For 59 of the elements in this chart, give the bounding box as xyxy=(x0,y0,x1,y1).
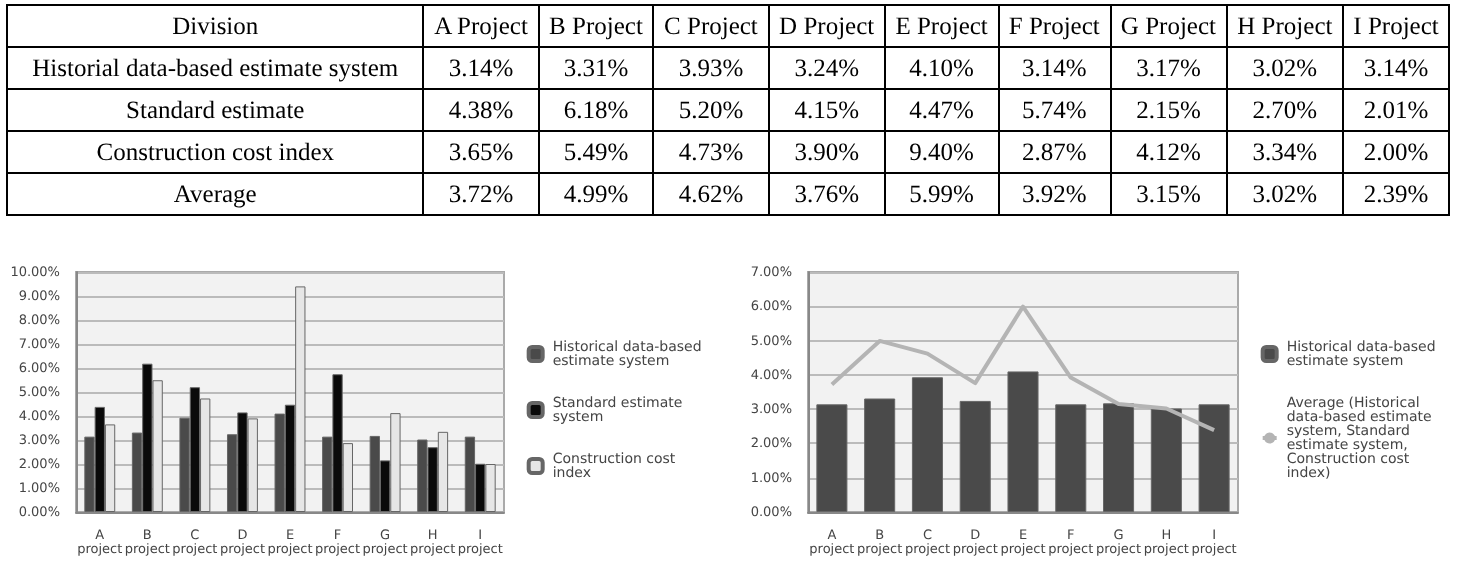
category-label: A Project xyxy=(423,5,539,47)
category-label: D Project xyxy=(768,5,885,47)
data-label: 4.38% xyxy=(423,89,539,131)
legend-label: Historial data-based estimate system xyxy=(7,47,424,89)
text: Division xyxy=(7,5,424,47)
bar xyxy=(1103,403,1135,512)
category-label: B Project xyxy=(538,5,654,47)
data-label: 3.92% xyxy=(998,173,1111,215)
data-label: 3.93% xyxy=(653,47,769,89)
data-label: 2.15% xyxy=(1110,89,1227,131)
data-label: 4.12% xyxy=(1110,131,1227,173)
data-label: 3.24% xyxy=(768,47,885,89)
data-label: 3.72% xyxy=(423,173,539,215)
data-label: 3.34% xyxy=(1226,131,1344,173)
data-label: 4.47% xyxy=(884,89,999,131)
category-label: E Project xyxy=(884,5,999,47)
category-label: F Project xyxy=(998,5,1111,47)
bar xyxy=(1150,408,1182,512)
data-label: 4.10% xyxy=(884,47,999,89)
data-label: 2.01% xyxy=(1343,89,1449,131)
data-label: 2.70% xyxy=(1226,89,1344,131)
data-label: 4.73% xyxy=(653,131,769,173)
bar xyxy=(1198,404,1230,512)
data-label: 3.02% xyxy=(1226,47,1344,89)
data-label: 3.76% xyxy=(768,173,885,215)
data-label: 3.17% xyxy=(1110,47,1227,89)
data-label: 4.62% xyxy=(653,173,769,215)
text: Average xyxy=(7,173,424,215)
category-label: G Project xyxy=(1110,5,1227,47)
data-label: 4.15% xyxy=(768,89,885,131)
text: Standard estimate xyxy=(7,89,424,131)
data-label: 3.14% xyxy=(998,47,1111,89)
data-label: 5.99% xyxy=(884,173,999,215)
text: Construction cost index xyxy=(7,131,424,173)
data-label: 2.39% xyxy=(1343,173,1449,215)
data-label: 2.00% xyxy=(1343,131,1449,173)
data-label: 3.90% xyxy=(768,131,885,173)
data-label: 3.14% xyxy=(423,47,539,89)
data-label: 4.99% xyxy=(538,173,654,215)
data-label: 6.18% xyxy=(538,89,654,131)
data-label: 5.20% xyxy=(653,89,769,131)
data-label: 3.02% xyxy=(1226,173,1344,215)
bar xyxy=(911,377,943,512)
data-label: 3.65% xyxy=(423,131,539,173)
category-label: I Project xyxy=(1343,5,1449,47)
data-label: 2.87% xyxy=(998,131,1111,173)
bar xyxy=(1055,404,1087,512)
bar xyxy=(816,404,848,512)
data-label: 9.40% xyxy=(884,131,999,173)
data-label: 3.31% xyxy=(538,47,654,89)
category-label: H Project xyxy=(1226,5,1344,47)
data-label: 5.49% xyxy=(538,131,654,173)
bar xyxy=(864,398,896,512)
bar xyxy=(1007,371,1039,512)
bar xyxy=(959,400,991,512)
category-label: C Project xyxy=(653,5,769,47)
data-label: 3.15% xyxy=(1110,173,1227,215)
data-label: 5.74% xyxy=(998,89,1111,131)
data-label: 3.14% xyxy=(1343,47,1449,89)
